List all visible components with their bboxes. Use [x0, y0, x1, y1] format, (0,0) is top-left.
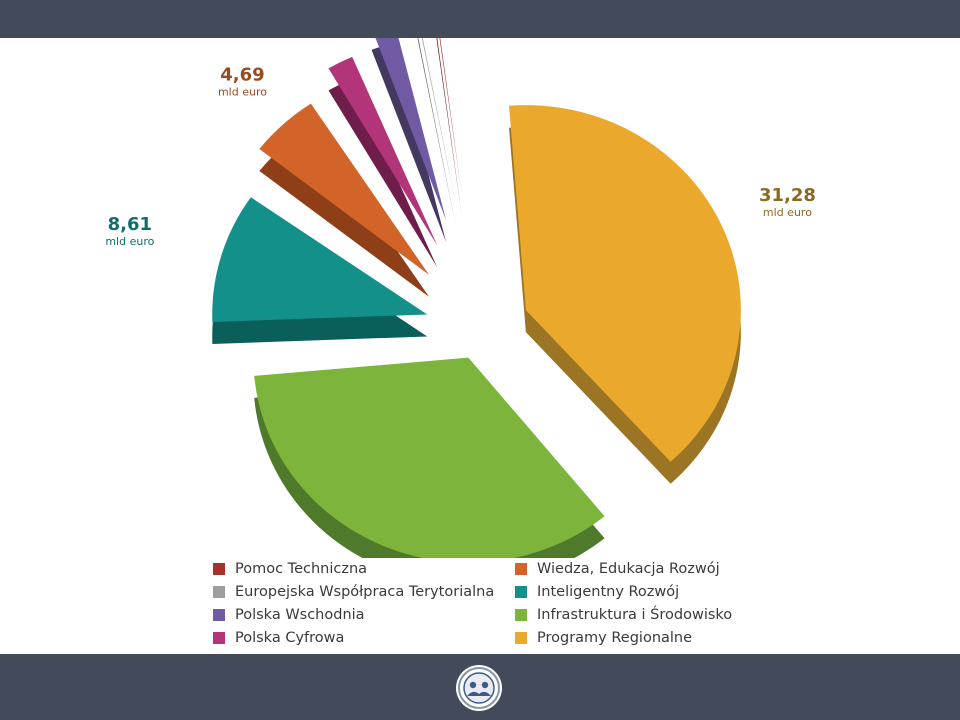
slice-value: 31,28 [759, 185, 816, 206]
slice-unit: mld euro [218, 85, 267, 98]
pie-slice [212, 197, 428, 322]
pie-slice [439, 38, 463, 197]
slice-value: 8,61 [108, 214, 152, 235]
pie-slice [259, 103, 430, 275]
top-bar [0, 0, 960, 38]
pie-slice [375, 38, 447, 221]
legend-label: Europejska Współpraca Terytorialna [235, 584, 495, 600]
legend-label: Inteligentny Rozwój [537, 584, 680, 600]
pie-slice [509, 105, 741, 462]
legend-swatch [213, 632, 225, 644]
chart-legend: Pomoc Techniczna Europejska Współpraca Te… [213, 559, 773, 651]
pie-slice-side [328, 78, 438, 268]
pie-slice [421, 38, 457, 208]
legend-swatch [213, 586, 225, 598]
slice-value: 4,69 [220, 64, 264, 85]
emblem-logo-icon [456, 665, 502, 711]
legend-label: Polska Wschodnia [235, 607, 365, 623]
legend-swatch [515, 586, 527, 598]
slice-unit: mld euro [763, 206, 812, 219]
pie-slice [328, 56, 438, 246]
pie-slice-side [417, 38, 457, 230]
legend-swatch [213, 609, 225, 621]
legend-label: Infrastruktura i Środowisko [537, 607, 733, 623]
legend-label: Wiedza, Edukacja Rozwój [537, 561, 720, 577]
pie-slice-side [371, 43, 447, 243]
legend-label: Programy Regionalne [537, 630, 693, 646]
legend-swatch [515, 609, 527, 621]
legend-swatch [515, 632, 527, 644]
slice-unit: mld euro [105, 235, 154, 248]
pie-slice [254, 357, 605, 558]
legend-swatch [213, 563, 225, 575]
legend-label: Pomoc Techniczna [235, 561, 368, 577]
legend-label: Polska Cyfrowa [235, 630, 345, 646]
legend-swatch [515, 563, 527, 575]
